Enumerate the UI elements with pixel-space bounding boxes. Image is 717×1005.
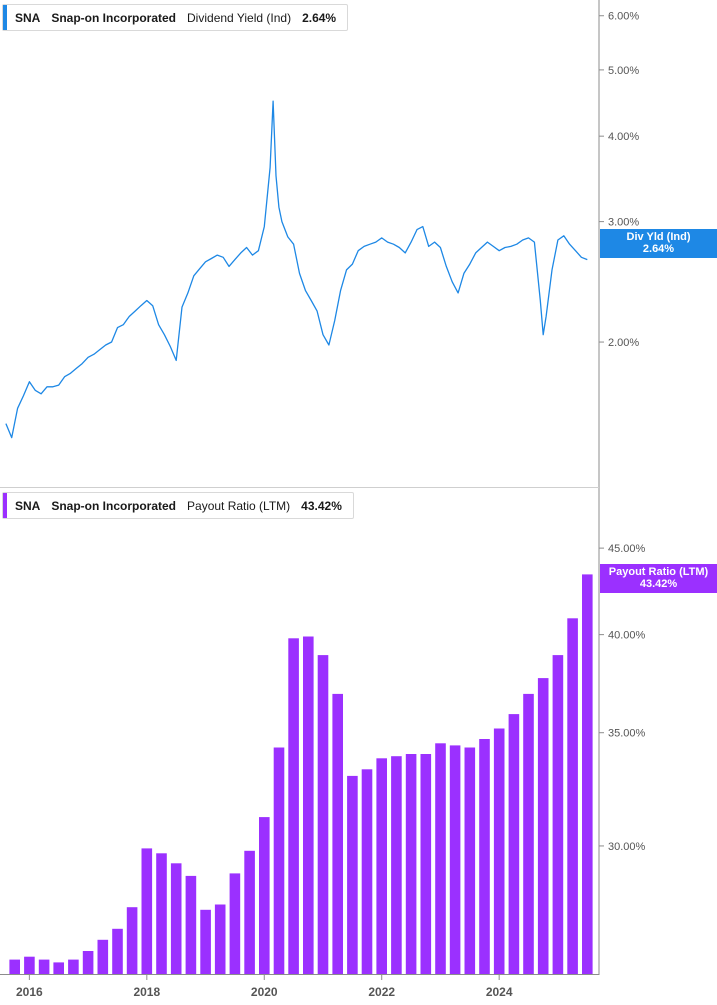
x-tick-label: 2024: [486, 985, 513, 999]
top-y-tick-label: 5.00%: [608, 65, 639, 77]
payout-ratio-bar: [9, 959, 20, 974]
top-legend-ticker: SNA: [15, 10, 41, 25]
payout-ratio-bar: [229, 873, 241, 974]
payout-ratio-bar: [126, 907, 138, 974]
payout-ratio-bar: [332, 693, 343, 974]
payout-ratio-bar: [391, 756, 402, 974]
payout-ratio-bar: [449, 745, 461, 974]
payout-ratio-bar: [523, 693, 534, 974]
payout-ratio-bar: [53, 962, 64, 974]
top-y-tick-label: 6.00%: [608, 11, 639, 23]
dividend-yield-series: [5, 100, 588, 439]
x-tick-label: 2022: [368, 985, 395, 999]
bottom-y-axis: 30.00% 35.00% 40.00% 45.00%: [599, 543, 646, 853]
bottom-y-tick-label: 45.00%: [608, 543, 646, 555]
payout-ratio-bar: [479, 739, 490, 974]
top-legend-company: Snap-on Incorporated: [51, 10, 177, 25]
payout-ratio-bar: [97, 939, 109, 974]
payout-ratio-bar: [567, 618, 578, 974]
payout-ratio-bar: [405, 754, 417, 974]
top-legend-value: 2.64%: [302, 10, 337, 25]
payout-ratio-tag-value: 43.42%: [639, 578, 678, 590]
payout-ratio-bar: [288, 638, 299, 974]
payout-ratio-bar: [317, 655, 329, 974]
bottom-legend-swatch: [3, 493, 7, 518]
bottom-legend-ticker: SNA: [15, 498, 41, 513]
payout-ratio-series: [9, 574, 593, 974]
payout-ratio-bar: [508, 714, 520, 974]
bottom-legend-company: Snap-on Incorporated: [51, 498, 177, 513]
bottom-y-tick-label: 30.00%: [608, 841, 646, 853]
payout-ratio-bar: [582, 574, 593, 974]
payout-ratio-bar: [112, 928, 123, 974]
bottom-y-tick-label: 40.00%: [608, 630, 646, 642]
payout-ratio-bar: [24, 956, 35, 974]
top-y-tick-label: 3.00%: [608, 217, 639, 229]
payout-ratio-bar: [68, 959, 79, 974]
payout-ratio-bar: [200, 909, 211, 974]
payout-ratio-bar: [185, 875, 197, 974]
payout-ratio-bar: [552, 655, 564, 974]
top-y-axis: 2.00% 3.00% 4.00% 5.00% 6.00%: [599, 11, 639, 349]
payout-ratio-bar: [156, 853, 167, 974]
payout-ratio-bar: [537, 678, 549, 974]
div-yield-value-tag: Div Yld (Ind) 2.64%: [600, 229, 717, 258]
bottom-legend-metric: Payout Ratio (LTM): [187, 498, 291, 513]
top-y-tick-label: 4.00%: [608, 131, 639, 143]
payout-ratio-tag-label: Payout Ratio (LTM): [608, 566, 709, 578]
payout-ratio-bar: [214, 904, 226, 974]
bottom-legend-value: 43.42%: [301, 498, 342, 513]
payout-ratio-bar: [273, 747, 285, 974]
payout-ratio-bar: [303, 636, 314, 974]
payout-ratio-value-tag: Payout Ratio (LTM) 43.42%: [600, 564, 717, 593]
top-legend-metric: Dividend Yield (Ind): [187, 10, 292, 25]
payout-ratio-bar: [170, 863, 182, 974]
x-tick-label: 2020: [251, 985, 278, 999]
payout-ratio-bar: [347, 775, 358, 974]
div-yield-tag-label: Div Yld (Ind): [626, 231, 691, 243]
payout-ratio-bar: [259, 817, 270, 974]
x-tick-label: 2018: [133, 985, 160, 999]
payout-ratio-bar: [420, 754, 432, 974]
payout-ratio-bar: [38, 959, 50, 974]
payout-ratio-bar: [464, 747, 476, 974]
payout-ratio-bar: [435, 743, 446, 974]
top-y-tick-label: 2.00%: [608, 337, 639, 349]
payout-ratio-bar: [82, 951, 94, 974]
div-yield-tag-value: 2.64%: [642, 243, 675, 255]
payout-ratio-bar: [376, 758, 387, 974]
bottom-y-tick-label: 35.00%: [608, 728, 646, 740]
x-axis: 2016 2018 2020 2022 2024: [16, 975, 513, 999]
payout-ratio-bar: [244, 850, 255, 974]
top-legend-swatch: [3, 5, 7, 30]
x-tick-label: 2016: [16, 985, 43, 999]
payout-ratio-bar: [141, 848, 153, 974]
top-legend: SNA Snap-on Incorporated Dividend Yield …: [2, 4, 349, 31]
bottom-legend: SNA Snap-on Incorporated Payout Ratio (L…: [2, 492, 354, 519]
dividend-yield-line: [5, 100, 588, 439]
payout-ratio-bar: [361, 769, 373, 974]
payout-ratio-bar: [493, 728, 505, 974]
